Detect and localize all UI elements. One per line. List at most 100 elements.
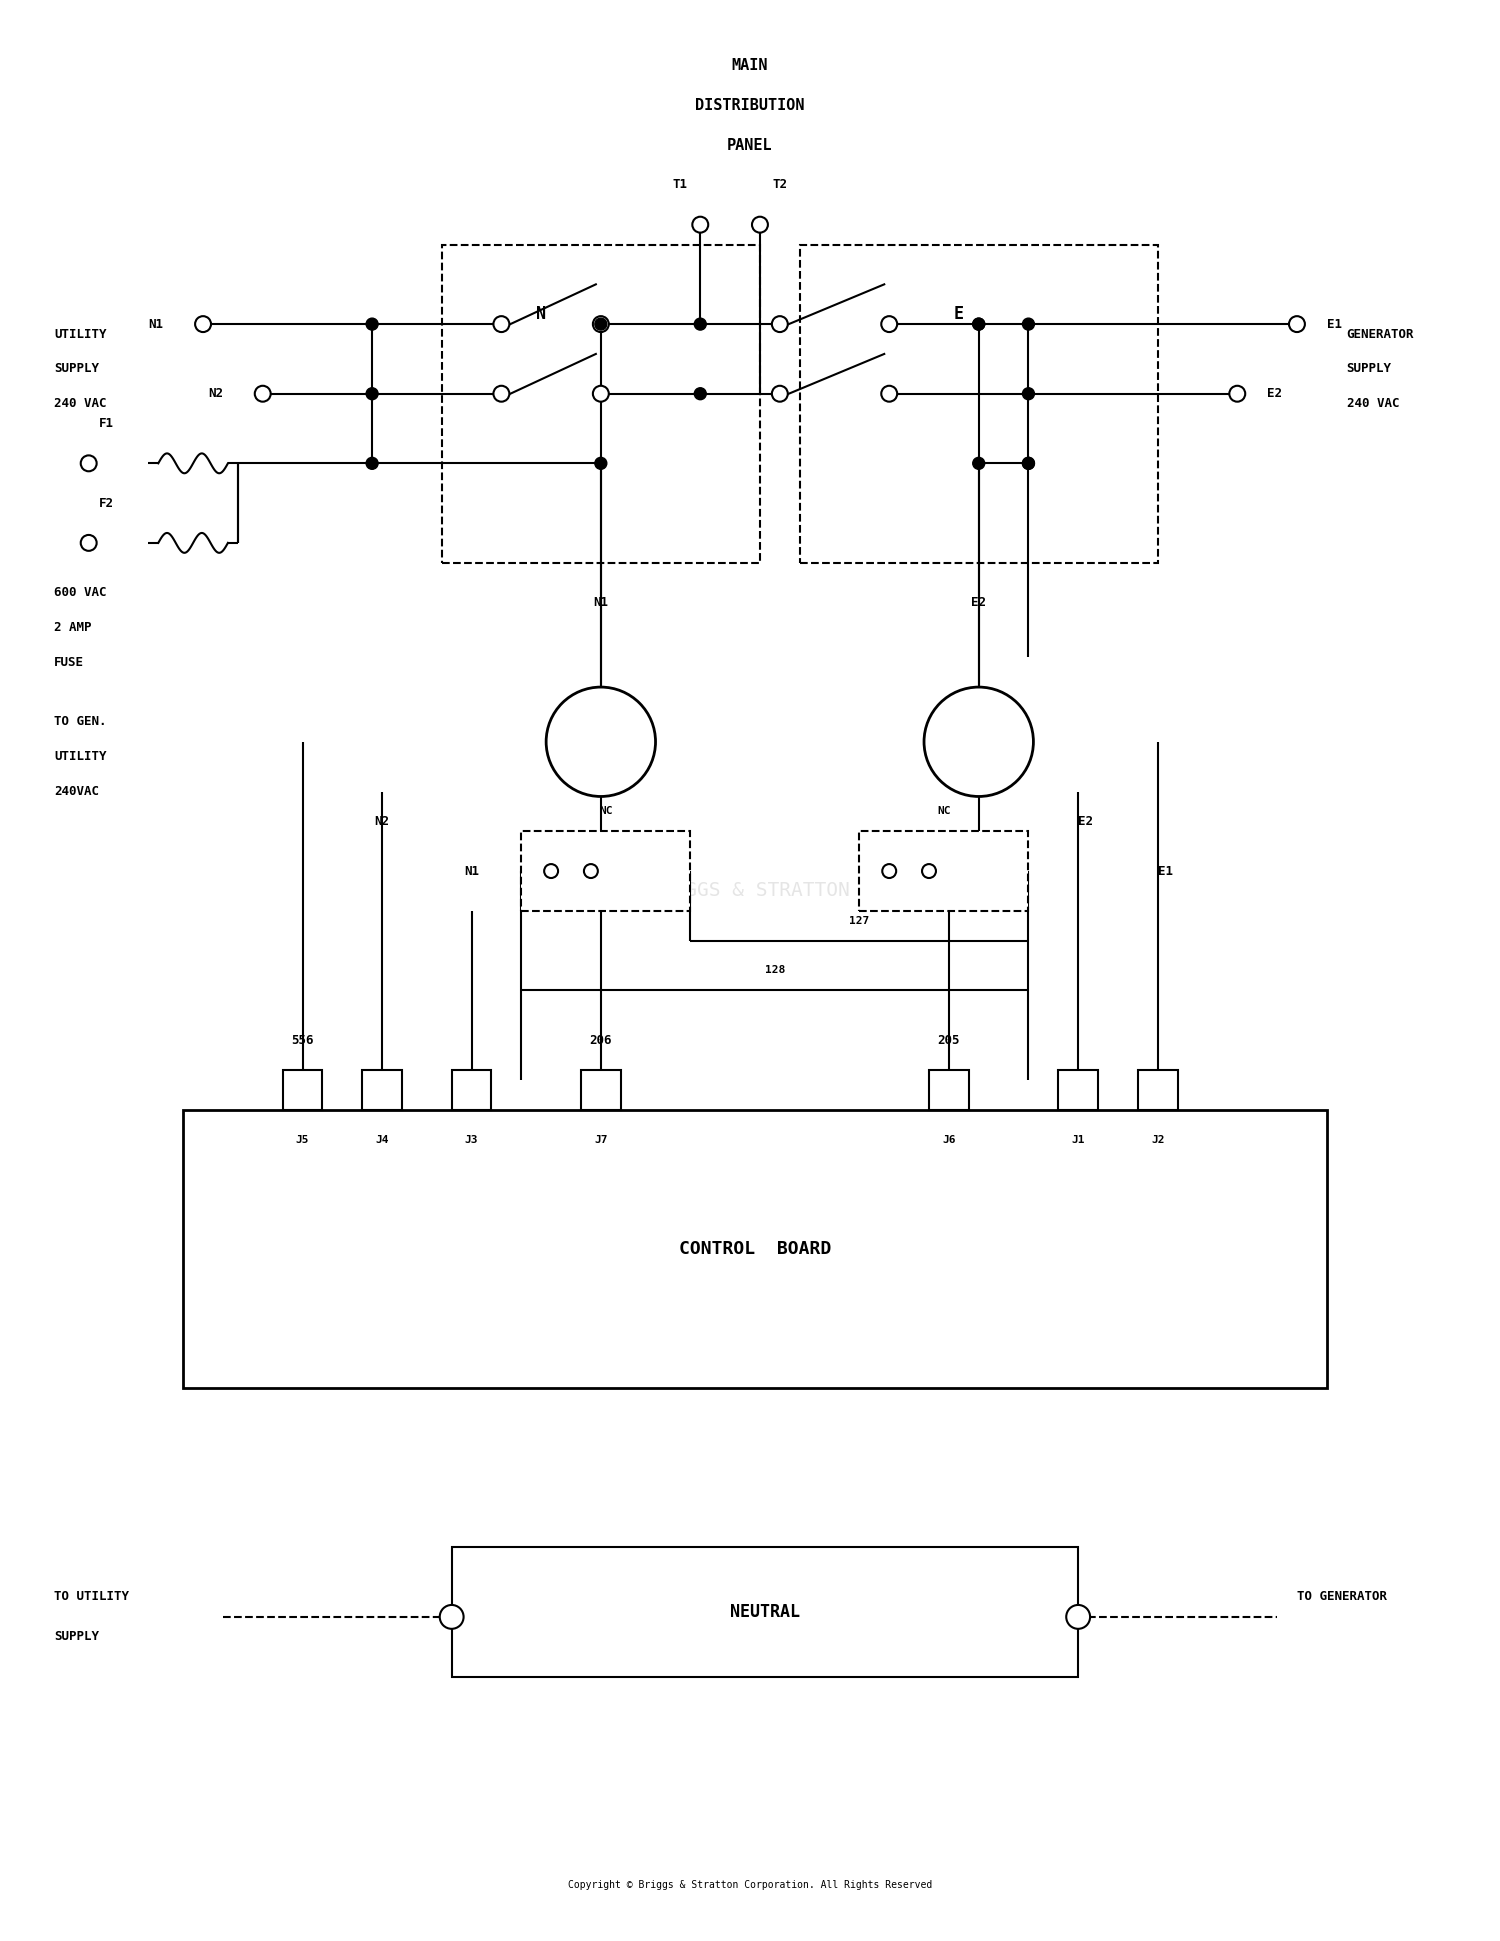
Circle shape [882, 316, 897, 332]
Text: N2: N2 [209, 386, 224, 400]
Bar [183, 1110, 1328, 1388]
Text: T2: T2 [772, 179, 788, 192]
Text: E2: E2 [1268, 386, 1282, 400]
Text: J3: J3 [465, 1135, 478, 1145]
Circle shape [366, 388, 378, 400]
Text: J5: J5 [296, 1135, 309, 1145]
Text: 600 VAC: 600 VAC [54, 586, 106, 600]
Circle shape [1023, 458, 1035, 470]
Circle shape [494, 316, 510, 332]
Circle shape [1288, 316, 1305, 332]
Circle shape [546, 687, 656, 796]
Text: J4: J4 [375, 1135, 388, 1145]
Circle shape [922, 864, 936, 877]
Text: SUPPLY: SUPPLY [1347, 363, 1392, 375]
Circle shape [974, 318, 984, 330]
Circle shape [596, 458, 608, 470]
Circle shape [255, 386, 270, 402]
Text: J6: J6 [942, 1135, 956, 1145]
Text: N: N [596, 734, 606, 751]
Bar [580, 1069, 621, 1110]
Text: T1: T1 [674, 179, 688, 192]
Text: 2 AMP: 2 AMP [54, 621, 92, 635]
Bar [928, 1069, 969, 1110]
Text: E2: E2 [970, 596, 986, 609]
Circle shape [693, 217, 708, 233]
Text: 556: 556 [291, 1035, 314, 1046]
Circle shape [694, 318, 706, 330]
Text: F2: F2 [99, 497, 114, 510]
Text: N1: N1 [148, 318, 164, 330]
Circle shape [752, 217, 768, 233]
Circle shape [592, 386, 609, 402]
Circle shape [366, 458, 378, 470]
Text: PANEL: PANEL [728, 138, 772, 153]
Circle shape [592, 316, 609, 332]
Text: FUSE: FUSE [54, 656, 84, 670]
Circle shape [1023, 318, 1035, 330]
Circle shape [544, 864, 558, 877]
Bar [441, 245, 760, 563]
Text: BRIGGS & STRATTON: BRIGGS & STRATTON [650, 881, 850, 901]
Bar [1138, 1069, 1178, 1110]
Bar [362, 1069, 402, 1110]
Text: 128: 128 [765, 965, 784, 976]
Circle shape [81, 456, 96, 472]
Text: NC: NC [598, 806, 612, 817]
Text: N2: N2 [375, 815, 390, 827]
Circle shape [1023, 458, 1035, 470]
Circle shape [974, 458, 984, 470]
Text: TO GENERATOR: TO GENERATOR [1298, 1590, 1388, 1603]
Text: E1: E1 [1328, 318, 1342, 330]
Text: N: N [536, 305, 546, 322]
Text: E1: E1 [1158, 864, 1173, 877]
Circle shape [1066, 1605, 1090, 1628]
Text: 240 VAC: 240 VAC [54, 398, 106, 410]
Circle shape [1023, 388, 1035, 400]
Circle shape [882, 864, 896, 877]
Text: 205: 205 [938, 1035, 960, 1046]
Text: DISTRIBUTION: DISTRIBUTION [694, 97, 804, 113]
Bar [1059, 1069, 1098, 1110]
Text: GENERATOR: GENERATOR [1347, 328, 1414, 340]
Circle shape [924, 687, 1034, 796]
Text: N1: N1 [594, 596, 609, 609]
Text: J7: J7 [594, 1135, 608, 1145]
Text: 240 VAC: 240 VAC [1347, 398, 1400, 410]
Text: N1: N1 [464, 864, 478, 877]
Bar [800, 245, 1158, 563]
Circle shape [366, 318, 378, 330]
Text: 206: 206 [590, 1035, 612, 1046]
Text: SUPPLY: SUPPLY [54, 1630, 99, 1644]
Bar [282, 1069, 322, 1110]
Circle shape [772, 386, 788, 402]
Circle shape [974, 318, 984, 330]
Bar [452, 1547, 1078, 1677]
Circle shape [772, 316, 788, 332]
Text: J1: J1 [1071, 1135, 1084, 1145]
Circle shape [195, 316, 211, 332]
Text: 240VAC: 240VAC [54, 784, 99, 798]
Text: E: E [954, 305, 964, 322]
Text: E: E [974, 734, 984, 751]
Text: 127: 127 [849, 916, 870, 926]
Text: UTILITY: UTILITY [54, 328, 106, 340]
Text: NC: NC [938, 806, 951, 817]
Circle shape [584, 864, 598, 877]
Text: NEUTRAL: NEUTRAL [730, 1603, 800, 1621]
Text: F1: F1 [99, 417, 114, 431]
Circle shape [1230, 386, 1245, 402]
Text: Copyright © Briggs & Stratton Corporation. All Rights Reserved: Copyright © Briggs & Stratton Corporatio… [568, 1881, 932, 1891]
Text: J2: J2 [1150, 1135, 1164, 1145]
Circle shape [882, 386, 897, 402]
Text: SUPPLY: SUPPLY [54, 363, 99, 375]
Circle shape [440, 1605, 464, 1628]
Text: MAIN: MAIN [732, 58, 768, 74]
Text: TO GEN.: TO GEN. [54, 716, 106, 728]
Circle shape [596, 318, 608, 330]
Text: E2: E2 [1078, 815, 1094, 827]
Circle shape [81, 536, 96, 551]
Text: UTILITY: UTILITY [54, 749, 106, 763]
Circle shape [694, 388, 706, 400]
Text: TO UTILITY: TO UTILITY [54, 1590, 129, 1603]
